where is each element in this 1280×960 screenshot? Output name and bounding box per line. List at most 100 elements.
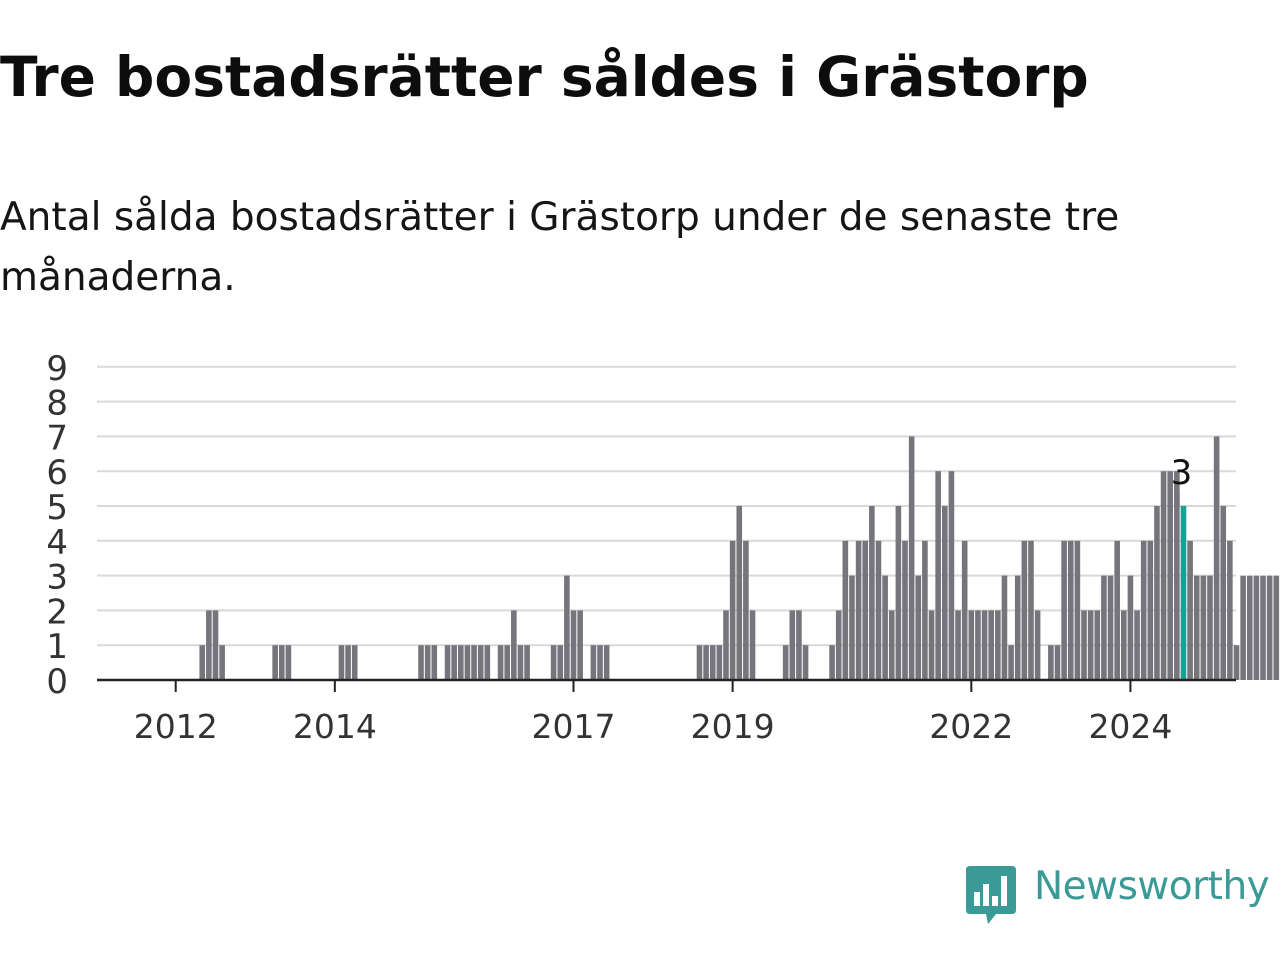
bar bbox=[1266, 575, 1273, 680]
bar bbox=[1107, 575, 1114, 680]
x-tick-label: 2017 bbox=[532, 707, 616, 746]
bar bbox=[935, 471, 941, 680]
bar bbox=[1014, 575, 1021, 680]
bar bbox=[1101, 575, 1107, 680]
bar bbox=[431, 645, 438, 680]
brand-name: Newsworthy bbox=[1034, 864, 1270, 909]
bar bbox=[908, 436, 915, 680]
bar bbox=[424, 645, 431, 680]
bar bbox=[1054, 645, 1061, 680]
bar bbox=[895, 506, 902, 680]
bar bbox=[941, 506, 948, 680]
bar bbox=[524, 645, 530, 680]
bar bbox=[948, 471, 955, 680]
bar bbox=[802, 645, 809, 680]
bar bbox=[1061, 540, 1067, 680]
y-tick-label: 1 bbox=[46, 627, 68, 667]
highlight-bar bbox=[1180, 506, 1187, 680]
bar bbox=[1001, 575, 1008, 680]
newsworthy-logo[interactable]: Newsworthy bbox=[962, 862, 1277, 928]
bar bbox=[1087, 610, 1094, 680]
bar bbox=[995, 610, 1001, 680]
bar bbox=[278, 645, 285, 680]
bar bbox=[477, 645, 484, 680]
bar bbox=[875, 540, 882, 680]
bar bbox=[1233, 645, 1240, 680]
bar bbox=[351, 645, 358, 680]
bar bbox=[557, 645, 564, 680]
bar bbox=[1121, 610, 1127, 680]
bar bbox=[603, 645, 610, 680]
gridlines bbox=[97, 365, 1236, 647]
y-tick-label: 2 bbox=[46, 592, 68, 632]
bar bbox=[709, 645, 716, 680]
bar bbox=[212, 610, 219, 680]
bar bbox=[285, 645, 292, 680]
bar bbox=[1094, 610, 1101, 680]
bar bbox=[1213, 436, 1220, 680]
bar bbox=[577, 610, 583, 680]
bar bbox=[922, 540, 928, 680]
y-tick-label: 7 bbox=[46, 418, 68, 458]
x-tick-label: 2019 bbox=[691, 707, 775, 746]
bar bbox=[1147, 540, 1154, 680]
bar bbox=[855, 540, 862, 680]
bar bbox=[1114, 540, 1120, 680]
bar bbox=[458, 645, 464, 680]
bar bbox=[1167, 471, 1174, 680]
bar bbox=[1021, 540, 1028, 680]
bar bbox=[915, 575, 922, 680]
bar bbox=[471, 645, 477, 680]
bar bbox=[902, 540, 908, 680]
x-tick-label: 2014 bbox=[293, 707, 377, 746]
bar bbox=[1253, 575, 1260, 680]
data-labels: 3 bbox=[1171, 453, 1193, 493]
y-tick-label: 0 bbox=[46, 662, 68, 702]
bar bbox=[1008, 645, 1014, 680]
bar bbox=[975, 610, 981, 680]
bar bbox=[829, 645, 835, 680]
bar bbox=[1154, 506, 1160, 680]
x-tick-label: 2022 bbox=[929, 707, 1013, 746]
bar bbox=[849, 575, 855, 680]
bar bbox=[696, 645, 703, 680]
bar bbox=[1240, 575, 1246, 680]
bar bbox=[842, 540, 849, 680]
bar bbox=[511, 610, 517, 680]
newsworthy-logo-icon bbox=[966, 866, 1016, 924]
bar bbox=[1081, 610, 1087, 680]
y-tick-label: 5 bbox=[46, 488, 68, 528]
bar bbox=[835, 610, 842, 680]
bar bbox=[570, 610, 577, 680]
bar bbox=[869, 506, 875, 680]
bar bbox=[1246, 575, 1253, 680]
bar bbox=[464, 645, 471, 680]
bar bbox=[1160, 471, 1167, 680]
bars bbox=[199, 436, 1280, 680]
bar bbox=[550, 645, 557, 680]
y-tick-label: 4 bbox=[46, 523, 68, 563]
x-tick-label: 2024 bbox=[1088, 707, 1172, 746]
bar bbox=[272, 645, 278, 680]
bar bbox=[219, 645, 225, 680]
bar bbox=[1193, 575, 1200, 680]
bar bbox=[444, 645, 451, 680]
bar bbox=[955, 610, 961, 680]
bar bbox=[729, 540, 736, 680]
bar bbox=[1273, 575, 1280, 680]
bar bbox=[736, 506, 743, 680]
bar bbox=[743, 540, 749, 680]
bar bbox=[723, 610, 729, 680]
y-tick-label: 3 bbox=[46, 558, 68, 598]
bar bbox=[590, 645, 597, 680]
bar bbox=[1134, 610, 1140, 680]
bar bbox=[1140, 540, 1147, 680]
bar bbox=[782, 645, 789, 680]
bar bbox=[968, 610, 975, 680]
bar bbox=[749, 610, 756, 680]
bar bbox=[703, 645, 709, 680]
bar bbox=[497, 645, 504, 680]
bar bbox=[1074, 540, 1081, 680]
